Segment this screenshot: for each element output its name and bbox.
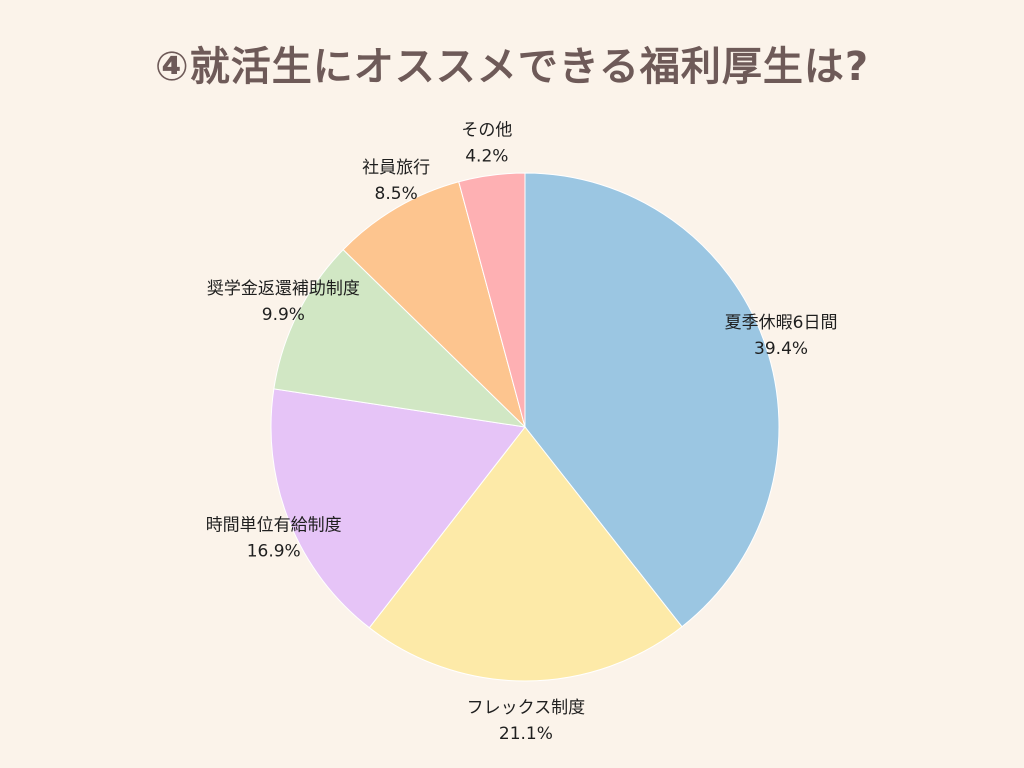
slice-category-label: 時間単位有給制度 — [206, 516, 342, 536]
slice-value-label: 21.1% — [499, 724, 553, 744]
slice-value-label: 8.5% — [375, 184, 418, 204]
slice-label-0: 夏季休暇6日間 39.4% — [725, 313, 838, 359]
slice-label-5: その他 4.2% — [461, 121, 512, 167]
pie-slice-2 — [270, 388, 526, 629]
pie-slice-3 — [273, 248, 527, 428]
chart-title: ④就活生にオススメできる福利厚生は? — [154, 44, 870, 90]
slice-category-label: 社員旅行 — [362, 158, 430, 178]
slice-category-label: フレックス制度 — [467, 698, 586, 718]
slice-category-label: 奨学金返還補助制度 — [207, 279, 360, 299]
slice-value-label: 16.9% — [247, 542, 301, 562]
slice-value-label: 39.4% — [754, 339, 808, 359]
slice-label-3: 奨学金返還補助制度 9.9% — [207, 279, 360, 325]
slice-category-label: その他 — [461, 121, 512, 141]
slice-value-label: 9.9% — [262, 305, 305, 325]
slice-label-1: フレックス制度 21.1% — [467, 698, 586, 744]
slice-label-2: 時間単位有給制度 16.9% — [206, 516, 342, 562]
slice-value-label: 4.2% — [465, 147, 508, 167]
pie-slice-5 — [458, 172, 526, 428]
pie-slice-0 — [524, 172, 780, 628]
pie-slice-4 — [342, 181, 526, 429]
slice-label-4: 社員旅行 8.5% — [362, 158, 430, 204]
pie-slice-1 — [368, 426, 683, 682]
slice-category-label: 夏季休暇6日間 — [725, 313, 838, 333]
